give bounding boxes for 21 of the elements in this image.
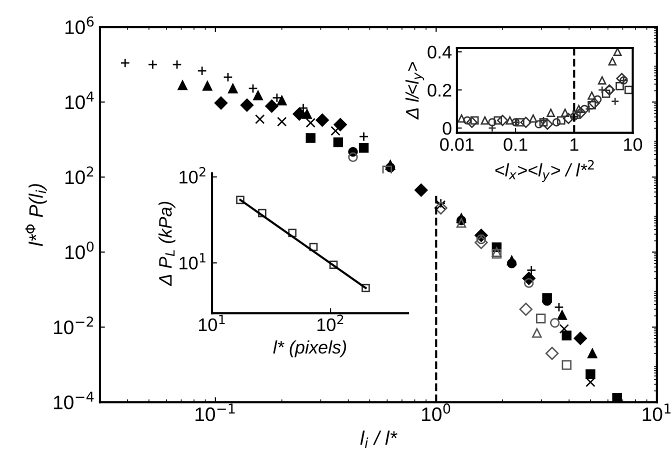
y-tick-label: 10$^{−4}$ bbox=[54, 392, 94, 410]
y-tick-label: 0.4 bbox=[428, 46, 452, 59]
y-tick-label: 10$^{4}$ bbox=[65, 92, 94, 110]
y-tick-label: 0 bbox=[442, 122, 452, 135]
x-axis-title: l$_{i}$ / l* bbox=[360, 430, 398, 448]
x-tick-label: 0.1 bbox=[504, 138, 528, 151]
x-tick-label: 10$^{−1}$ bbox=[196, 404, 235, 422]
x-axis-title: l* (pixels) bbox=[273, 340, 346, 358]
x-axis-title: <l$_{x}$><l$_{y}$> / l*$^{2}$ bbox=[495, 160, 594, 182]
x-tick-label: 10$^{1}$ bbox=[642, 404, 671, 422]
x-tick-label: 0.01 bbox=[440, 138, 474, 151]
y-axis-title: Δ P$_{L}$ (kPa) bbox=[158, 202, 176, 286]
y-tick-label: 0.2 bbox=[428, 84, 452, 97]
y-tick-label: 10$^{2}$ bbox=[65, 166, 94, 184]
y-axis-title: Δ l/<l$_{y}$> bbox=[405, 62, 424, 120]
y-tick-label: 10$^{−2}$ bbox=[54, 316, 94, 334]
y-tick-label: 10$^{6}$ bbox=[65, 16, 94, 34]
x-tick-label: 10 bbox=[624, 138, 642, 151]
x-tick-label: 1 bbox=[570, 138, 578, 151]
y-tick-label: 10$^{0}$ bbox=[65, 241, 94, 260]
y-axis-title: l*$^{Φ}$ P(l$_{i}$) bbox=[25, 184, 47, 246]
